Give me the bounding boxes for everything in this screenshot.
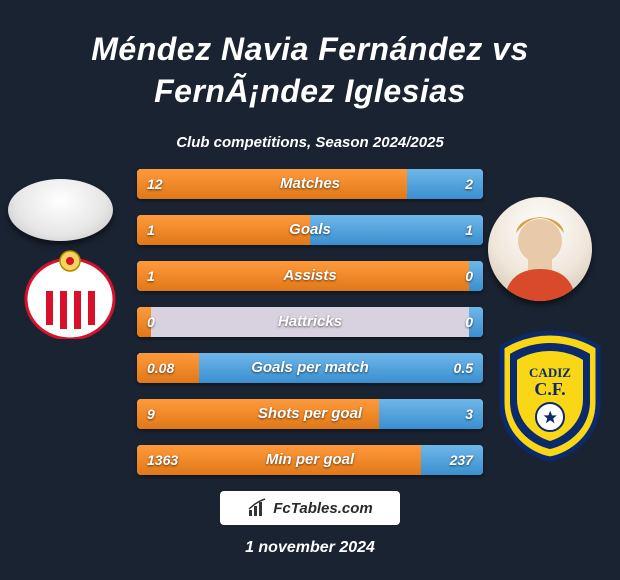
left-fill	[137, 215, 310, 245]
left-fill	[137, 445, 421, 475]
stat-value-left: 0.08	[147, 353, 174, 383]
footer-brand: FcTables.com	[220, 491, 400, 525]
stat-value-left: 0	[147, 307, 155, 337]
right-fill	[310, 215, 483, 245]
stat-value-left: 1363	[147, 445, 178, 475]
stat-row: Matches122	[137, 169, 483, 199]
svg-text:C.F.: C.F.	[534, 379, 565, 399]
stat-row: Min per goal1363237	[137, 445, 483, 475]
stat-row: Shots per goal93	[137, 399, 483, 429]
stat-row: Hattricks0 0	[137, 307, 483, 337]
footer-brand-text: FcTables.com	[273, 500, 372, 517]
stat-row: Goals11	[137, 215, 483, 245]
subtitle: Club competitions, Season 2024/2025	[0, 134, 620, 151]
chart-icon	[247, 498, 267, 518]
stat-value-right: 1	[465, 215, 473, 245]
stat-value-right: 0.5	[454, 353, 473, 383]
stat-value-left: 1	[147, 261, 155, 291]
stat-row: Goals per match0.080.5	[137, 353, 483, 383]
stat-label: Hattricks	[137, 307, 483, 337]
stat-value-right: 237	[450, 445, 473, 475]
page-title: Méndez Navia Fernández vs FernÃ¡ndez Igl…	[0, 21, 620, 112]
left-fill	[137, 261, 469, 291]
stat-value-left: 1	[147, 215, 155, 245]
player-right-photo	[488, 197, 592, 301]
stat-value-left: 12	[147, 169, 163, 199]
stat-value-right: 3	[465, 399, 473, 429]
club-right-crest: CADIZ C.F.	[498, 329, 602, 461]
stat-row: Assists10	[137, 261, 483, 291]
stat-value-right: 0	[465, 261, 473, 291]
svg-text:CADIZ: CADIZ	[529, 365, 571, 380]
club-left-crest	[20, 249, 120, 339]
stats-rows: Matches122Goals11Assists10Hattricks00Goa…	[137, 169, 483, 475]
left-fill	[137, 169, 407, 199]
stat-value-right: 2	[465, 169, 473, 199]
left-fill	[137, 399, 379, 429]
stat-value-right: 0	[465, 307, 473, 337]
date: 1 november 2024	[0, 539, 620, 557]
right-fill	[199, 353, 483, 383]
player-left-photo	[8, 179, 113, 241]
stat-value-left: 9	[147, 399, 155, 429]
